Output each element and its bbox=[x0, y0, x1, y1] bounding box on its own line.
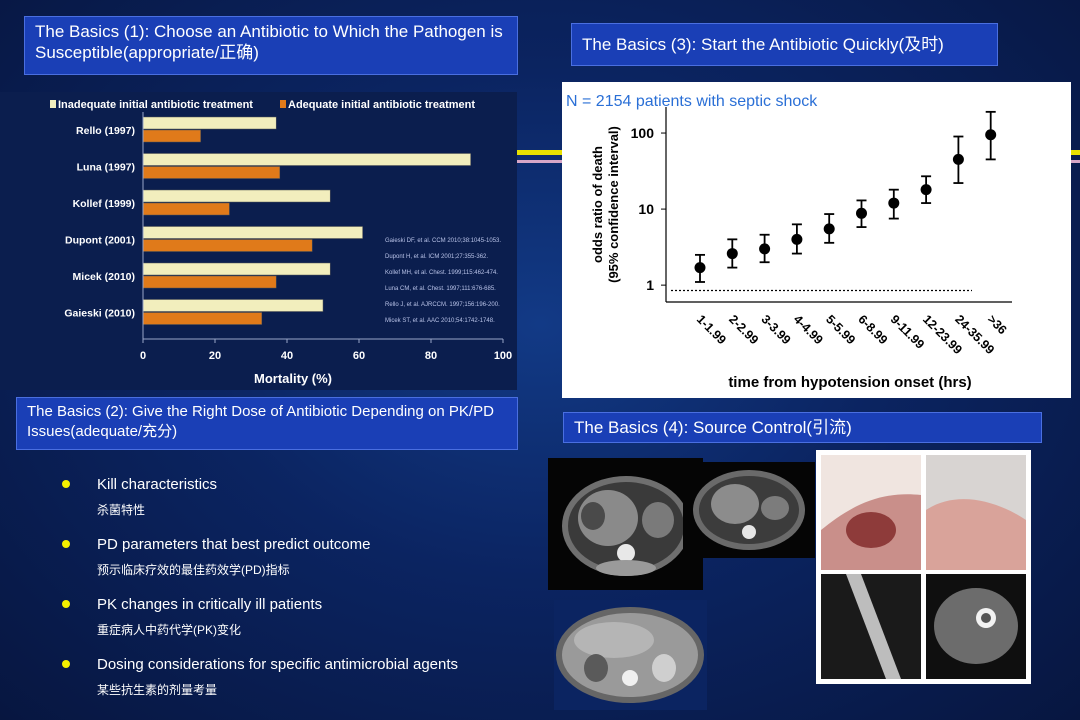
odds-ratio-chart: N = 2154 patients with septic shock 1 10 10… bbox=[562, 82, 1071, 398]
bullet-text-en: PK changes in critically ill patients bbox=[97, 596, 323, 613]
ct-scan-kidneys bbox=[554, 600, 707, 710]
data-point bbox=[694, 262, 706, 274]
bullet-dot-icon bbox=[62, 600, 70, 608]
bar bbox=[142, 129, 201, 143]
bullet-item: PD parameters that best predict outcome … bbox=[62, 535, 458, 579]
category-label: Kollef (1999) bbox=[73, 198, 135, 210]
x-tick-label: 40 bbox=[281, 350, 293, 362]
reference-item: Luna CM, et al. Chest. 1997;111:676-685. bbox=[385, 286, 496, 292]
reference-item: Kollef MH, et al. Chest. 1999;115:462-47… bbox=[385, 270, 498, 276]
slide4-title-text: The Basics (4): Source Control(引流) bbox=[574, 418, 852, 437]
data-point bbox=[985, 129, 997, 141]
bar bbox=[142, 226, 363, 239]
bar bbox=[142, 299, 324, 312]
y-tick-label: 10 bbox=[638, 201, 654, 217]
ct-scan-liver-abscess bbox=[548, 458, 703, 590]
bar bbox=[142, 116, 277, 130]
bullet-text-zh: 预示临床疗效的最佳药效学(PD)指标 bbox=[97, 563, 290, 577]
slide1-title-text: The Basics (1): Choose an Antibiotic to … bbox=[35, 22, 503, 62]
ct-scan-image bbox=[683, 462, 815, 558]
category-label: Rello (1997) bbox=[76, 125, 135, 137]
x-tick-label: 4-4.99 bbox=[791, 312, 826, 347]
legend-swatch bbox=[280, 100, 286, 108]
x-tick-label: 1-1.99 bbox=[694, 312, 729, 347]
bar bbox=[142, 202, 230, 216]
bullet-text-en: PD parameters that best predict outcome bbox=[97, 536, 371, 553]
data-point bbox=[823, 223, 835, 235]
reference-item: Gaieski DF, et al. CCM 2010;38:1045-1053… bbox=[385, 238, 502, 244]
bullet-dot-icon bbox=[62, 540, 70, 548]
data-point bbox=[920, 184, 932, 196]
x-tick-label: 9-11.99 bbox=[888, 312, 927, 351]
decor-stripe-pink-left bbox=[517, 160, 562, 163]
x-tick-label: 80 bbox=[425, 350, 437, 362]
slide2-title-text: The Basics (2): Give the Right Dose of A… bbox=[27, 403, 494, 440]
x-tick-label: 60 bbox=[353, 350, 365, 362]
decor-stripe-yellow-left bbox=[517, 150, 562, 155]
bar bbox=[142, 166, 281, 179]
slide4-title: The Basics (4): Source Control(引流) bbox=[563, 412, 1042, 443]
ct-scan-image bbox=[548, 458, 703, 590]
bullet-dot-icon bbox=[62, 480, 70, 488]
legend-swatch bbox=[50, 100, 56, 108]
bullet-dot-icon bbox=[62, 660, 70, 668]
bar bbox=[142, 239, 313, 252]
legend-label: Adequate initial antibiotic treatment bbox=[288, 99, 475, 111]
bar bbox=[142, 275, 277, 289]
bar bbox=[142, 153, 471, 166]
x-axis-title: Mortality (%) bbox=[254, 371, 332, 386]
clinical-photo-panel bbox=[816, 450, 1031, 684]
x-tick-label: 2-2.99 bbox=[726, 312, 761, 347]
odds-ratio-svg: N = 2154 patients with septic shock 1 10 10… bbox=[566, 93, 1012, 391]
slide2-title: The Basics (2): Give the Right Dose of A… bbox=[16, 397, 518, 450]
y-axis-title: odds ratio of death(95% confidence inter… bbox=[590, 126, 621, 283]
reference-item: Rello J, et al. AJRCCM. 1997;156:196-200… bbox=[385, 302, 500, 308]
category-label: Gaieski (2010) bbox=[64, 308, 135, 320]
x-tick-label: 0 bbox=[140, 350, 146, 362]
data-point bbox=[726, 248, 738, 260]
x-tick-label: 5-5.99 bbox=[823, 312, 858, 347]
x-tick-label: 100 bbox=[494, 350, 512, 362]
mortality-bar-svg: Inadequate initial antibiotic treatment A… bbox=[50, 99, 512, 386]
bar bbox=[142, 189, 331, 203]
bar bbox=[142, 262, 331, 276]
slide3-title-text: The Basics (3): Start the Antibiotic Qui… bbox=[582, 35, 944, 54]
data-point bbox=[856, 207, 867, 219]
category-label: Dupont (2001) bbox=[65, 235, 135, 247]
y-tick-label: 1 bbox=[646, 277, 654, 293]
bullet-item: Kill characteristics 杀菌特性 bbox=[62, 475, 458, 519]
x-tick-label: 3-3.99 bbox=[758, 312, 793, 347]
x-tick-label: 20 bbox=[209, 350, 221, 362]
x-tick-label: >36 bbox=[985, 312, 1010, 337]
clinical-photo-grid bbox=[821, 455, 1026, 679]
reference-item: Dupont H, et al. ICM 2001;27:355-362. bbox=[385, 254, 489, 260]
y-tick-label: 100 bbox=[631, 125, 655, 141]
ct-scan-abdomen bbox=[683, 462, 815, 558]
bullet-text-en: Kill characteristics bbox=[97, 476, 218, 493]
bullet-text-zh: 杀菌特性 bbox=[97, 503, 146, 517]
slide3-title: The Basics (3): Start the Antibiotic Qui… bbox=[571, 23, 998, 66]
x-axis-title: time from hypotension onset (hrs) bbox=[728, 374, 971, 391]
bullet-item: Dosing considerations for specific antim… bbox=[62, 655, 458, 699]
chart-subtitle: N = 2154 patients with septic shock bbox=[566, 93, 818, 110]
data-point bbox=[952, 153, 964, 165]
reference-item: Micek ST, et al. AAC 2010;54:1742-1748. bbox=[385, 318, 495, 324]
pkpd-bullet-list: Kill characteristics 杀菌特性 PD parameters … bbox=[62, 475, 458, 715]
data-point bbox=[759, 243, 771, 255]
bullet-text-zh: 某些抗生素的剂量考量 bbox=[97, 683, 218, 697]
x-tick-label: 6-8.99 bbox=[855, 312, 890, 347]
data-point bbox=[791, 233, 803, 245]
slide1-title: The Basics (1): Choose an Antibiotic to … bbox=[24, 16, 518, 75]
bullet-text-en: Dosing considerations for specific antim… bbox=[97, 656, 459, 673]
bar bbox=[142, 312, 263, 325]
mortality-bar-chart: Inadequate initial antibiotic treatment A… bbox=[0, 92, 517, 390]
category-label: Luna (1997) bbox=[77, 162, 135, 174]
legend-label: Inadequate initial antibiotic treatment bbox=[58, 99, 253, 111]
bullet-item: PK changes in critically ill patients 重症… bbox=[62, 595, 458, 639]
ct-scan-image bbox=[556, 607, 704, 703]
data-point bbox=[888, 197, 900, 209]
bullet-text-zh: 重症病人中药代学(PK)变化 bbox=[97, 623, 242, 637]
category-label: Micek (2010) bbox=[73, 271, 135, 283]
